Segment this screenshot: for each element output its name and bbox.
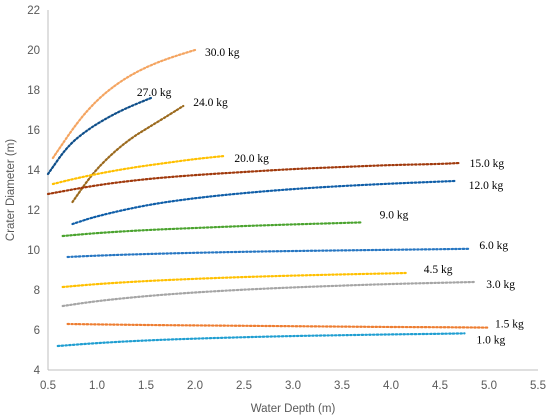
series-line-4-5-kg	[61, 271, 407, 289]
x-tick-label: 4.0	[383, 380, 399, 392]
x-tick-label: 0.5	[40, 380, 56, 392]
series-line-3-0-kg	[61, 280, 476, 308]
labels-layer: 30.0 kg 27.0 kg 24.0 kg 20.0 kg 15.0 kg 12.0 …	[137, 47, 524, 346]
series-label: 27.0 kg	[137, 87, 172, 99]
y-tick-label: 10	[27, 245, 40, 257]
series-label: 1.0 kg	[477, 334, 506, 346]
y-tick-label: 6	[34, 325, 40, 337]
series-line-1-0-kg	[56, 332, 466, 348]
y-tick-label: 14	[27, 165, 40, 177]
y-tick-label: 20	[27, 45, 40, 57]
y-tick-label: 18	[27, 85, 40, 97]
x-tick-label: 1.0	[89, 380, 105, 392]
series-label: 12.0 kg	[469, 180, 504, 192]
y-tick-label: 16	[27, 125, 40, 137]
series-label: 1.5 kg	[495, 319, 524, 331]
series-line-20-0-kg	[51, 154, 226, 186]
x-axis-title: Water Depth (m)	[251, 403, 336, 415]
series-label: 30.0 kg	[205, 47, 240, 59]
x-tick-label: 4.5	[432, 380, 448, 392]
series-label: 9.0 kg	[380, 209, 409, 221]
series-label: 3.0 kg	[486, 279, 515, 291]
y-tick-label: 22	[27, 5, 40, 17]
x-tick-label: 3.0	[285, 380, 301, 392]
series-line-6-0-kg	[66, 247, 471, 259]
series-layer	[46, 48, 491, 348]
x-tick-label: 1.5	[138, 380, 154, 392]
series-label: 15.0 kg	[470, 158, 505, 170]
y-tick-label: 4	[34, 365, 41, 377]
x-tick-label: 2.0	[187, 380, 203, 392]
series-label: 24.0 kg	[193, 97, 228, 109]
series-label: 6.0 kg	[479, 240, 508, 252]
series-label: 20.0 kg	[234, 153, 269, 165]
series-line-30-0-kg	[51, 48, 197, 160]
x-tick-label: 5.0	[481, 380, 497, 392]
series-label: 4.5 kg	[424, 264, 453, 276]
series-line-1-5-kg	[66, 322, 491, 329]
y-tick-label: 8	[34, 285, 40, 297]
y-axis-title: Crater Diameter (m)	[5, 139, 17, 241]
x-tick-label: 2.5	[236, 380, 252, 392]
axes-layer: 0.5 1.0 1.5 2.0 2.5 3.0 3.5 4.0 4.5 5.0 5.5 4 6 8 10 12…	[27, 5, 546, 392]
x-tick-label: 5.5	[530, 380, 546, 392]
series-line-12-0-kg	[71, 179, 456, 226]
series-line-9-0-kg	[61, 221, 363, 238]
series-line-15-0-kg	[46, 161, 461, 196]
y-tick-label: 12	[27, 205, 40, 217]
x-tick-label: 3.5	[334, 380, 350, 392]
series-line-27-0-kg	[46, 96, 152, 176]
